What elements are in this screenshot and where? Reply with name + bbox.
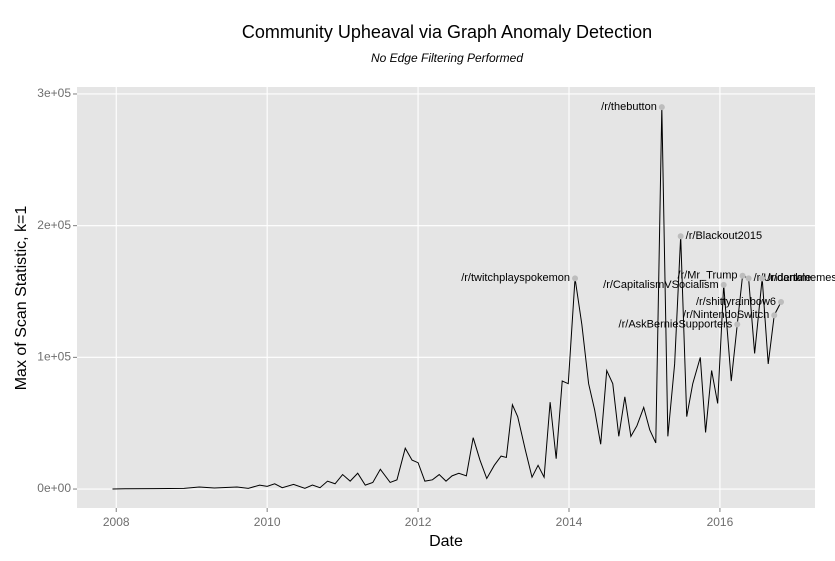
chart-subtitle: No Edge Filtering Performed — [371, 51, 523, 65]
x-tick-label: 2016 — [707, 515, 734, 529]
annotation-point — [734, 321, 741, 328]
y-tick-label: 2e+05 — [37, 218, 71, 232]
x-tick-label: 2014 — [556, 515, 583, 529]
annotation-label: /r/Blackout2015 — [686, 230, 762, 242]
annotation-label: /r/dankmemes — [767, 272, 835, 284]
annotation-label: /r/twitchplayspokemon — [461, 272, 570, 284]
annotation-point — [720, 281, 727, 288]
y-tick-label: 0e+00 — [37, 481, 71, 495]
annotation-point — [677, 233, 684, 240]
y-tick-label: 3e+05 — [37, 86, 71, 100]
annotation-point — [739, 272, 746, 279]
annotation-point — [759, 275, 766, 282]
y-axis-label: Max of Scan Statistic, k=1 — [13, 206, 30, 391]
y-tick-label: 1e+05 — [37, 350, 71, 364]
annotation-label: /r/NintendoSwitch — [683, 309, 769, 321]
x-axis-label: Date — [429, 533, 463, 550]
annotation-point — [572, 275, 579, 282]
x-tick-label: 2012 — [405, 515, 432, 529]
annotation-label: /r/CapitalismVSocialism — [603, 279, 719, 291]
annotation-label: /r/AskBernieSupporters — [619, 318, 733, 330]
annotation-label: /r/shittyrainbow6 — [696, 296, 776, 308]
line — [112, 107, 782, 490]
annotation-point — [778, 299, 785, 306]
annotation-point — [658, 104, 665, 111]
chart-title: Community Upheaval via Graph Anomaly Det… — [242, 22, 652, 42]
annotation-point — [771, 312, 778, 319]
annotation-point — [745, 275, 752, 282]
x-tick-label: 2010 — [254, 515, 281, 529]
annotation-label: /r/Undertale — [754, 272, 811, 284]
annotation-label: /r/thebutton — [601, 101, 657, 113]
x-tick-label: 2008 — [103, 515, 130, 529]
annotation-label: /r/Mr_Trump — [677, 270, 737, 282]
panel — [77, 87, 815, 508]
